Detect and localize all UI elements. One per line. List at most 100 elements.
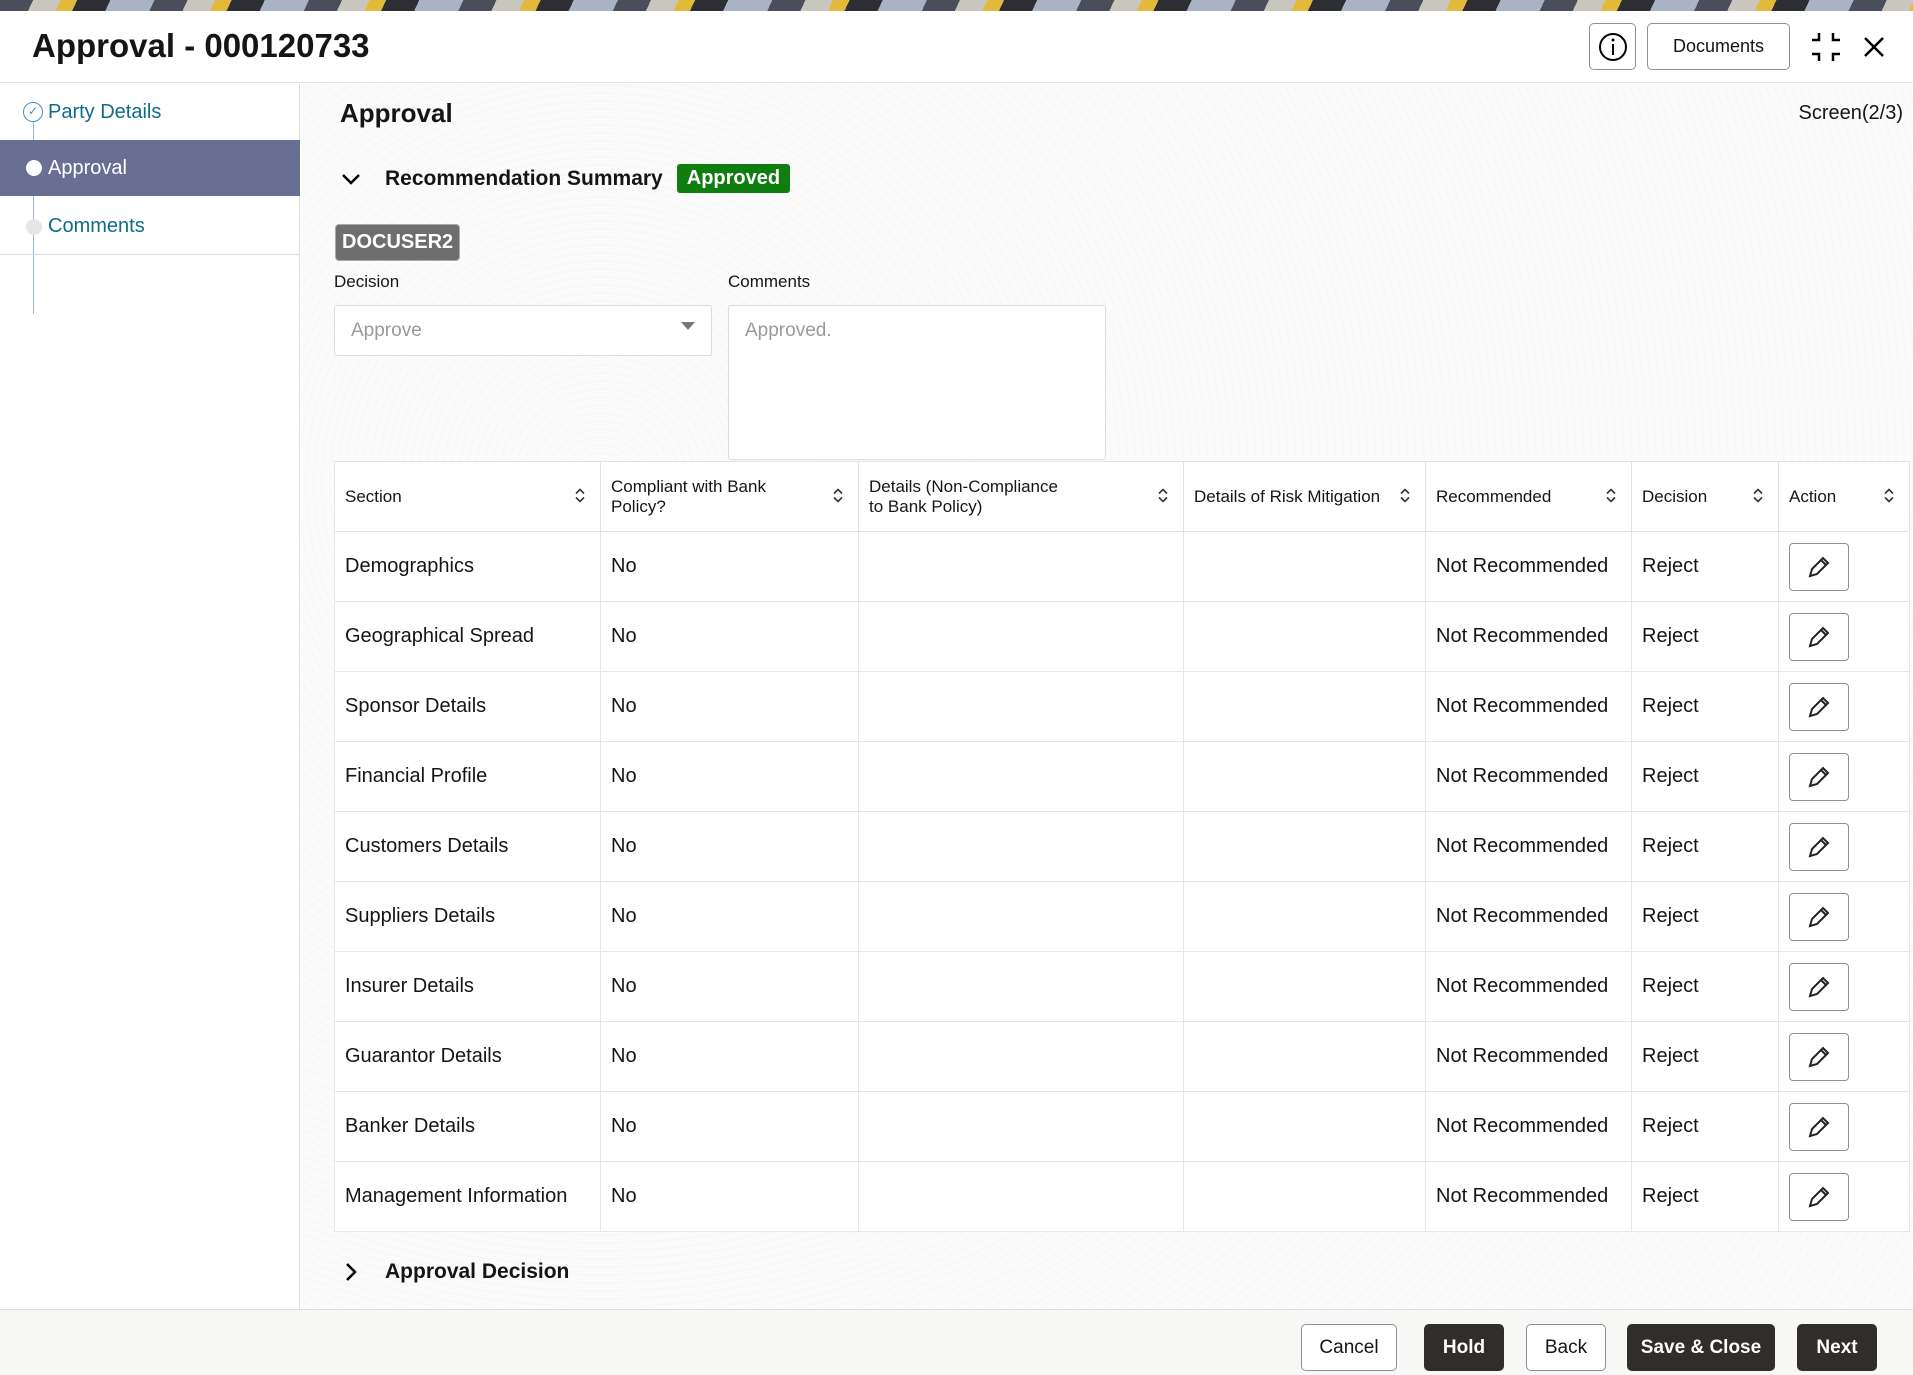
comments-textarea[interactable]: Approved. xyxy=(728,305,1106,460)
cell-recommended: Not Recommended xyxy=(1425,741,1632,812)
column-header[interactable]: Details of Risk Mitigation xyxy=(1183,461,1426,532)
decision-select[interactable]: Approve xyxy=(334,305,712,356)
cell-decision: Reject xyxy=(1631,1091,1779,1162)
cell-decision: Reject xyxy=(1631,811,1779,882)
cell-mitigation xyxy=(1183,811,1426,882)
sidebar-item-party-details[interactable]: ✓ Party Details xyxy=(0,84,300,140)
cell-decision: Reject xyxy=(1631,951,1779,1022)
cell-section: Guarantor Details xyxy=(334,1021,601,1092)
step-dot-icon xyxy=(26,160,42,176)
column-header-label: Action xyxy=(1789,486,1837,506)
cell-decision: Reject xyxy=(1631,881,1779,952)
edit-button[interactable] xyxy=(1789,1032,1849,1081)
edit-button[interactable] xyxy=(1789,612,1849,661)
edit-button[interactable] xyxy=(1789,542,1849,591)
check-circle-icon: ✓ xyxy=(23,102,43,122)
step-connector xyxy=(33,114,34,314)
chevron-right-icon xyxy=(346,1263,357,1281)
column-header[interactable]: Section xyxy=(334,461,601,532)
cell-section: Banker Details xyxy=(334,1091,601,1162)
column-header[interactable]: Action xyxy=(1778,461,1910,532)
collapse-icon[interactable] xyxy=(1810,31,1842,63)
cell-section: Management Information xyxy=(334,1161,601,1232)
sort-icon[interactable] xyxy=(1605,486,1617,507)
cancel-button[interactable]: Cancel xyxy=(1301,1324,1397,1371)
cell-action xyxy=(1778,531,1910,602)
table-row: Suppliers Details No Not Recommended Reject xyxy=(334,881,1910,952)
cell-mitigation xyxy=(1183,741,1426,812)
sort-icon[interactable] xyxy=(574,486,586,507)
cell-details xyxy=(858,951,1184,1022)
cell-decision: Reject xyxy=(1631,601,1779,672)
cell-mitigation xyxy=(1183,951,1426,1022)
cell-action xyxy=(1778,1161,1910,1232)
cell-recommended: Not Recommended xyxy=(1425,1091,1632,1162)
pencil-icon xyxy=(1808,696,1830,717)
column-header-label: Details of Risk Mitigation xyxy=(1194,486,1381,506)
chevron-down-icon xyxy=(342,173,360,185)
sidebar-item-label: Comments xyxy=(48,215,145,237)
cell-decision: Reject xyxy=(1631,531,1779,602)
pencil-icon xyxy=(1808,906,1830,927)
edit-button[interactable] xyxy=(1789,962,1849,1011)
back-button[interactable]: Back xyxy=(1526,1324,1606,1371)
cell-details xyxy=(858,531,1184,602)
pencil-icon xyxy=(1808,836,1830,857)
main-content: Approval Screen(2/3) Recommendation Summ… xyxy=(301,84,1913,1309)
column-header-label: Compliant with Bank Policy? xyxy=(611,476,766,516)
column-header[interactable]: Decision xyxy=(1631,461,1779,532)
table-row: Management Information No Not Recommended R… xyxy=(334,1161,1910,1232)
sidebar: ✓ Party Details Approval Comments xyxy=(0,84,300,1375)
documents-button[interactable]: Documents xyxy=(1647,23,1790,70)
cell-compliant: No xyxy=(600,531,859,602)
info-button[interactable] xyxy=(1589,23,1636,70)
cell-decision: Reject xyxy=(1631,1021,1779,1092)
sort-icon[interactable] xyxy=(1399,486,1411,507)
recommendation-summary-toggle[interactable]: Recommendation Summary Approved xyxy=(339,164,791,193)
status-badge: Approved xyxy=(676,164,791,193)
column-header-label: Decision xyxy=(1642,486,1708,506)
edit-button[interactable] xyxy=(1789,1172,1849,1221)
sidebar-item-comments[interactable]: Comments xyxy=(0,199,300,255)
column-header[interactable]: Details (Non-Compliance to Bank Policy) xyxy=(858,461,1184,532)
sort-icon[interactable] xyxy=(1883,486,1895,507)
sort-icon[interactable] xyxy=(1752,486,1764,507)
cell-compliant: No xyxy=(600,1091,859,1162)
cell-action xyxy=(1778,811,1910,882)
pencil-icon xyxy=(1808,976,1830,997)
save-close-button[interactable]: Save & Close xyxy=(1627,1324,1775,1371)
table-row: Sponsor Details No Not Recommended Reject xyxy=(334,671,1910,742)
pencil-icon xyxy=(1808,1116,1830,1137)
sidebar-item-approval[interactable]: Approval xyxy=(0,140,300,196)
edit-button[interactable] xyxy=(1789,682,1849,731)
edit-button[interactable] xyxy=(1789,822,1849,871)
cell-recommended: Not Recommended xyxy=(1425,1021,1632,1092)
cell-details xyxy=(858,741,1184,812)
column-header[interactable]: Compliant with Bank Policy? xyxy=(600,461,859,532)
cell-details xyxy=(858,1021,1184,1092)
cell-section: Insurer Details xyxy=(334,951,601,1022)
decorative-banner xyxy=(0,0,1913,11)
sidebar-item-label: Party Details xyxy=(48,100,162,123)
pencil-icon xyxy=(1808,556,1830,577)
column-header[interactable]: Recommended xyxy=(1425,461,1632,532)
cell-mitigation xyxy=(1183,1161,1426,1232)
edit-button[interactable] xyxy=(1789,892,1849,941)
approval-decision-toggle[interactable]: Approval Decision xyxy=(339,1260,569,1284)
edit-button[interactable] xyxy=(1789,752,1849,801)
sort-icon[interactable] xyxy=(832,486,844,507)
cell-compliant: No xyxy=(600,811,859,882)
cell-action xyxy=(1778,741,1910,812)
hold-button[interactable]: Hold xyxy=(1424,1324,1504,1371)
cell-recommended: Not Recommended xyxy=(1425,811,1632,882)
section-title: Recommendation Summary xyxy=(385,166,663,190)
column-header-label: Details (Non-Compliance to Bank Policy) xyxy=(869,476,1058,516)
edit-button[interactable] xyxy=(1789,1102,1849,1151)
cell-recommended: Not Recommended xyxy=(1425,951,1632,1022)
page-heading: Approval xyxy=(340,98,453,128)
next-button[interactable]: Next xyxy=(1797,1324,1877,1371)
close-icon[interactable] xyxy=(1862,35,1886,59)
sort-icon[interactable] xyxy=(1157,486,1169,507)
cell-section: Suppliers Details xyxy=(334,881,601,952)
cell-details xyxy=(858,811,1184,882)
